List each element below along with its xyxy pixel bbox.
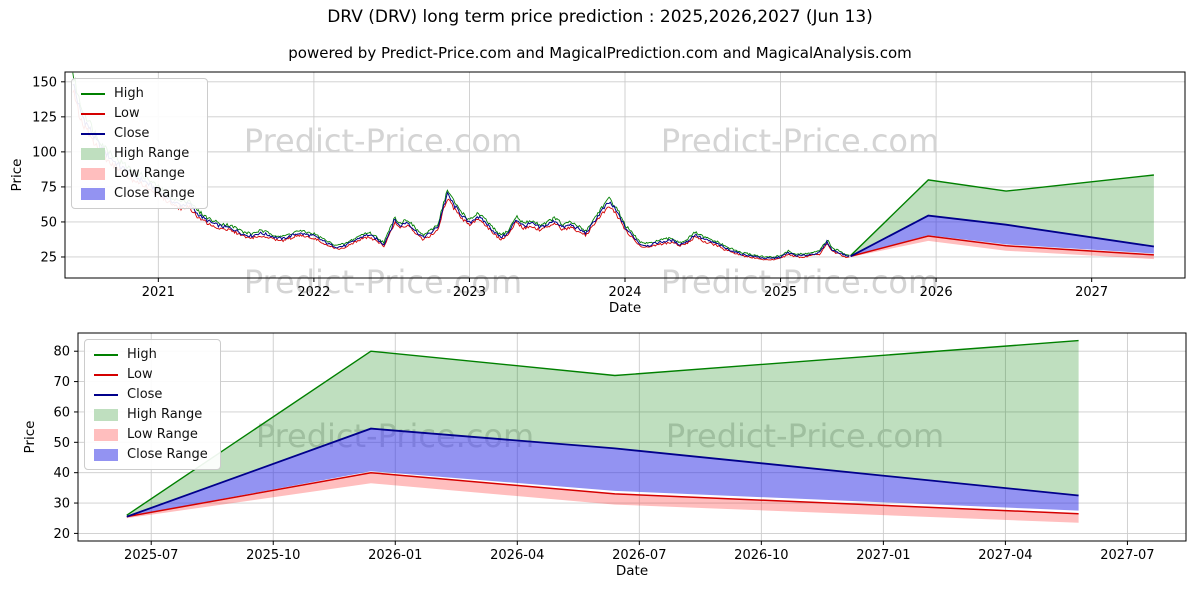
watermark: Predict-Price.com [661, 122, 939, 160]
legend-label: Low [114, 106, 140, 121]
series-low-prediction [850, 235, 1154, 258]
legend-swatch-close [94, 393, 118, 396]
legend-label: High Range [114, 146, 190, 161]
legend-label: High [127, 347, 157, 362]
y-tick-label: 100 [32, 145, 57, 160]
y-tick-label: 50 [40, 215, 57, 230]
legend-swatch-low-range [94, 428, 118, 441]
legend-swatch-close-range [94, 448, 118, 461]
legend-label: Close Range [114, 186, 195, 201]
legend-item-high: High [94, 346, 208, 363]
plot-data-group [72, 72, 1155, 261]
legend-label: Low Range [127, 427, 198, 442]
legend-label: Low Range [114, 166, 185, 181]
x-axis-label: Date [616, 563, 648, 579]
legend-label: High [114, 86, 144, 101]
legend-swatch-close-range [81, 187, 105, 200]
series-close-prediction [850, 214, 1155, 258]
y-axis-label: Price [9, 159, 25, 192]
legend-item-close-range: Close Range [94, 446, 208, 463]
y-tick-label: 20 [53, 527, 70, 542]
legend-item-low-range: Low Range [94, 426, 208, 443]
y-tick-label: 30 [53, 497, 70, 512]
powered-by-subtitle: powered by Predict-Price.com and Magical… [288, 44, 912, 62]
x-tick-label: 2027 [1075, 285, 1108, 300]
y-tick-label: 75 [40, 180, 57, 195]
legend-label: High Range [127, 407, 203, 422]
legend-swatch-high [94, 353, 118, 356]
x-tick-label: 2026 [920, 285, 953, 300]
x-tick-label: 2027-04 [978, 548, 1032, 563]
y-tick-label: 70 [53, 375, 70, 390]
series-high-historical [72, 72, 850, 259]
legend-swatch-high-range [81, 147, 105, 160]
x-tick-label: 2022 [297, 285, 330, 300]
legend-label: Low [127, 367, 153, 382]
x-tick-label: 2026-01 [368, 548, 422, 563]
plot-data-group [126, 339, 1079, 523]
legend-bottom-chart: High Low Close High Range Low Range Close Ran… [84, 339, 221, 470]
low-range-band [850, 236, 1154, 260]
x-tick-label: 2025 [764, 285, 797, 300]
legend-swatch-high-range [94, 408, 118, 421]
figure-title: DRV (DRV) long term price prediction : 2… [327, 7, 873, 27]
high-range-band [850, 175, 1154, 257]
watermark: Predict-Price.com [244, 122, 522, 160]
series-high-prediction [850, 174, 1154, 257]
watermark: Predict-Price.com [661, 263, 939, 301]
x-tick-label: 2021 [142, 285, 175, 300]
legend-item-high-range: High Range [81, 145, 195, 162]
plot-border [77, 332, 1187, 542]
legend-swatch-high [81, 92, 105, 95]
legend-label: Close [127, 387, 163, 402]
x-tick-label: 2027-01 [856, 548, 910, 563]
legend-top-chart: High Low Close High Range Low Range Close Ran… [71, 78, 208, 209]
x-tick-label: 2025-07 [124, 548, 178, 563]
x-tick-label: 2024 [608, 285, 641, 300]
x-tick-label: 2026-10 [734, 548, 788, 563]
legend-swatch-close [81, 132, 105, 135]
watermark: Predict-Price.com [666, 417, 944, 455]
series-high-prediction [126, 339, 1079, 516]
x-tick-label: 2023 [453, 285, 486, 300]
series-close-prediction [126, 427, 1079, 518]
legend-item-low-range: Low Range [81, 165, 195, 182]
x-axis-label: Date [609, 300, 641, 316]
y-tick-label: 80 [53, 345, 70, 360]
legend-label: Close Range [127, 447, 208, 462]
high-range-band [126, 340, 1079, 517]
legend-item-high: High [81, 85, 195, 102]
y-tick-label: 125 [32, 110, 57, 125]
x-tick-label: 2025-10 [246, 548, 300, 563]
legend-item-low: Low [94, 366, 208, 383]
legend-item-low: Low [81, 105, 195, 122]
watermark: Predict-Price.com [244, 263, 522, 301]
legend-item-close: Close [81, 125, 195, 142]
legend-item-close-range: Close Range [81, 185, 195, 202]
y-tick-label: 25 [40, 250, 57, 265]
legend-swatch-low [94, 373, 118, 376]
y-tick-label: 60 [53, 405, 70, 420]
y-tick-label: 50 [53, 436, 70, 451]
low-range-band [126, 472, 1079, 523]
x-tick-label: 2027-07 [1100, 548, 1154, 563]
close-range-band [850, 215, 1154, 257]
x-tick-label: 2026-04 [490, 548, 544, 563]
series-low-prediction [126, 471, 1079, 518]
legend-item-close: Close [94, 386, 208, 403]
y-tick-label: 40 [53, 466, 70, 481]
legend-label: Close [114, 126, 150, 141]
legend-swatch-low [81, 112, 105, 115]
close-range-band [126, 428, 1079, 517]
y-axis-label: Price [22, 421, 38, 454]
legend-item-high-range: High Range [94, 406, 208, 423]
legend-swatch-low-range [81, 167, 105, 180]
series-close-historical [72, 83, 850, 260]
y-tick-label: 150 [32, 75, 57, 90]
x-tick-label: 2026-07 [612, 548, 666, 563]
